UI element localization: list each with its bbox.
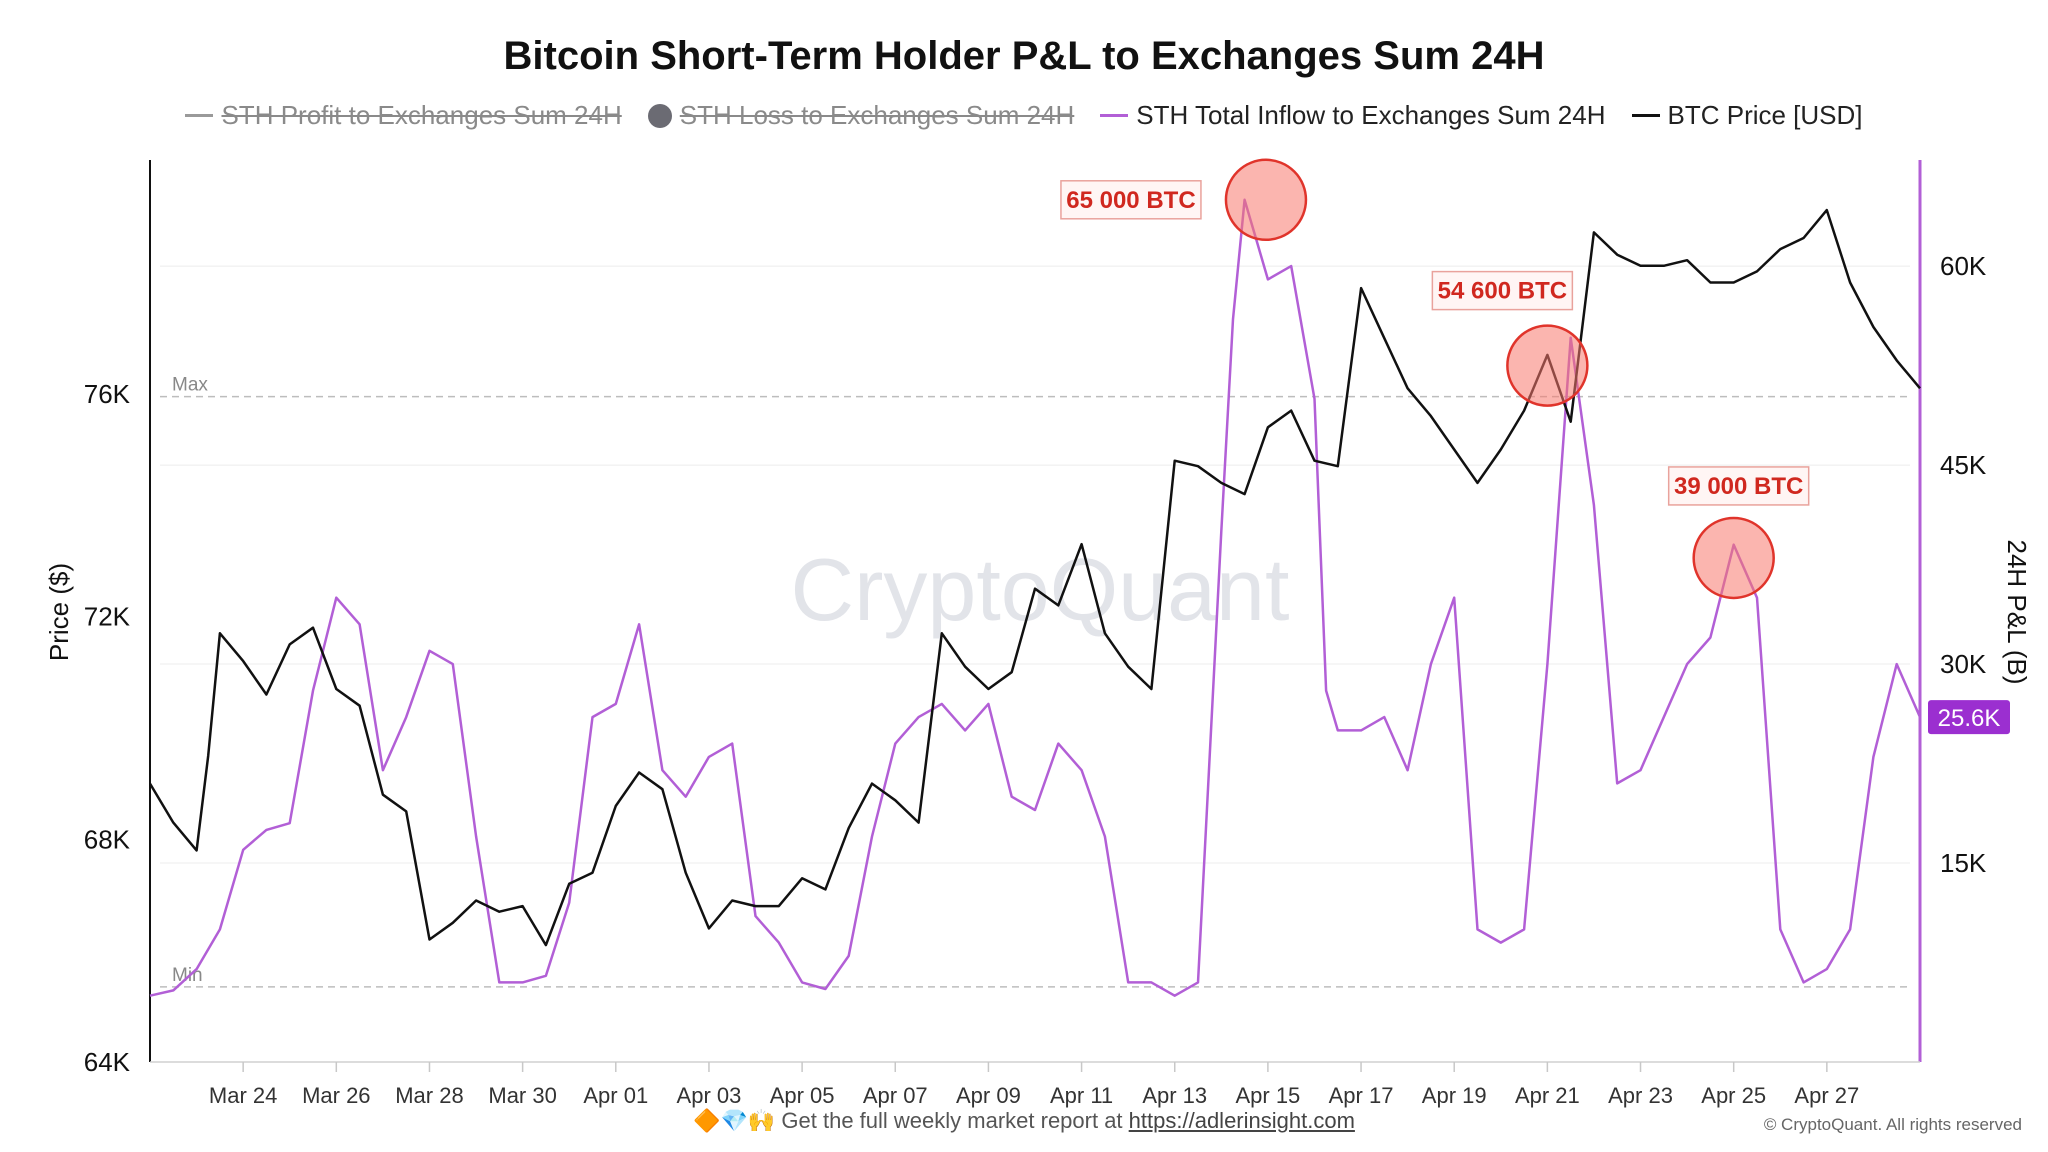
y-right-tick-label: 15K — [1940, 848, 1987, 878]
legend-item[interactable]: STH Total Inflow to Exchanges Sum 24H — [1100, 100, 1606, 131]
x-tick-label: Apr 07 — [863, 1083, 928, 1108]
legend-label: STH Total Inflow to Exchanges Sum 24H — [1136, 100, 1606, 130]
legend-line-icon — [1100, 114, 1129, 117]
y-right-tick-label: 45K — [1940, 450, 1987, 480]
watermark: CryptoQuant — [791, 540, 1290, 639]
y-left-tick-label: 72K — [84, 602, 131, 632]
annotation-label-box — [1667, 466, 1810, 506]
axes: 64K 68K 72K 76K 15K 30K 45K 60K Price ($) 24H P&L… — [44, 160, 2032, 1108]
legend-line-icon — [185, 114, 214, 117]
annotation-circle — [1224, 158, 1308, 242]
x-tick-label: Apr 23 — [1608, 1083, 1673, 1108]
annotation-circle — [1506, 324, 1589, 407]
y-right-axis-label: 24H P&L (B) — [2002, 540, 2032, 685]
price-series-line — [148, 208, 1921, 947]
x-tick-label: Apr 13 — [1142, 1083, 1207, 1108]
x-tick-label: Mar 26 — [302, 1083, 370, 1108]
chart-title: Bitcoin Short-Term Holder P&L to Exchang… — [503, 34, 1545, 78]
inflow-series-line — [149, 198, 1922, 997]
x-tick-label: Apr 21 — [1515, 1083, 1580, 1108]
y-left-tick-label: 68K — [84, 824, 131, 854]
x-tick-label: Apr 01 — [583, 1083, 648, 1108]
x-tick-label: Apr 11 — [1050, 1083, 1113, 1108]
annotation-label: 39 000 BTC — [1674, 473, 1803, 500]
x-tick-label: Apr 19 — [1422, 1083, 1487, 1108]
x-tick-label: Apr 09 — [956, 1083, 1021, 1108]
y-right-tick-label: 30K — [1940, 649, 1987, 679]
series-group — [148, 198, 1922, 997]
x-tick-label: Apr 03 — [677, 1083, 742, 1108]
copyright: © CryptoQuant. All rights reserved — [1763, 1115, 2022, 1134]
last-value-badge — [1928, 700, 2010, 735]
x-tick-label: Mar 28 — [395, 1083, 463, 1108]
footer-link[interactable]: https://adlerinsight.com — [1128, 1108, 1355, 1133]
legend-item[interactable]: STH Profit to Exchanges Sum 24H — [185, 100, 622, 131]
legend-label: BTC Price [USD] — [1667, 100, 1863, 130]
footer-text: Get the full weekly market report at — [781, 1108, 1123, 1133]
legend-item[interactable]: BTC Price [USD] — [1631, 100, 1863, 131]
x-tick-label: Apr 17 — [1329, 1083, 1394, 1108]
legend-line-icon — [1631, 114, 1660, 117]
y-left-axis-label: Price ($) — [44, 563, 74, 661]
annotation-label-box — [1431, 270, 1574, 311]
y-left-tick-label: 76K — [84, 379, 131, 409]
x-tick-label: Apr 27 — [1794, 1083, 1859, 1108]
annotation-circle — [1692, 516, 1775, 600]
legend: STH Profit to Exchanges Sum 24H STH Loss … — [0, 100, 2048, 131]
y-right-tick-label: 60K — [1940, 251, 1987, 281]
annotation-label: 65 000 BTC — [1066, 187, 1195, 214]
footer-emoji: 🔶💎🙌 — [693, 1108, 776, 1133]
annotation-label: 54 600 BTC — [1438, 278, 1567, 305]
legend-dot-icon — [647, 103, 672, 128]
x-tick-label: Apr 15 — [1235, 1083, 1300, 1108]
x-tick-label: Mar 24 — [209, 1083, 277, 1108]
footer: 🔶💎🙌 Get the full weekly market report at… — [0, 1108, 2048, 1134]
annotations: 65 000 BTC 54 600 BTC 39 000 BTC 25.6K — [1060, 158, 2010, 735]
last-value-badge-text: 25.6K — [1938, 705, 2001, 732]
x-tick-label: Apr 25 — [1701, 1083, 1766, 1108]
annotation-label-box — [1060, 180, 1202, 220]
reference-label-max: Max — [172, 375, 208, 396]
y-left-tick-label: 64K — [84, 1047, 131, 1077]
x-tick-label: Mar 30 — [488, 1083, 556, 1108]
legend-label: STH Loss to Exchanges Sum 24H — [679, 100, 1075, 130]
x-tick-label: Apr 05 — [770, 1083, 835, 1108]
legend-item[interactable]: STH Loss to Exchanges Sum 24H — [647, 100, 1075, 131]
legend-label: STH Profit to Exchanges Sum 24H — [221, 100, 622, 130]
